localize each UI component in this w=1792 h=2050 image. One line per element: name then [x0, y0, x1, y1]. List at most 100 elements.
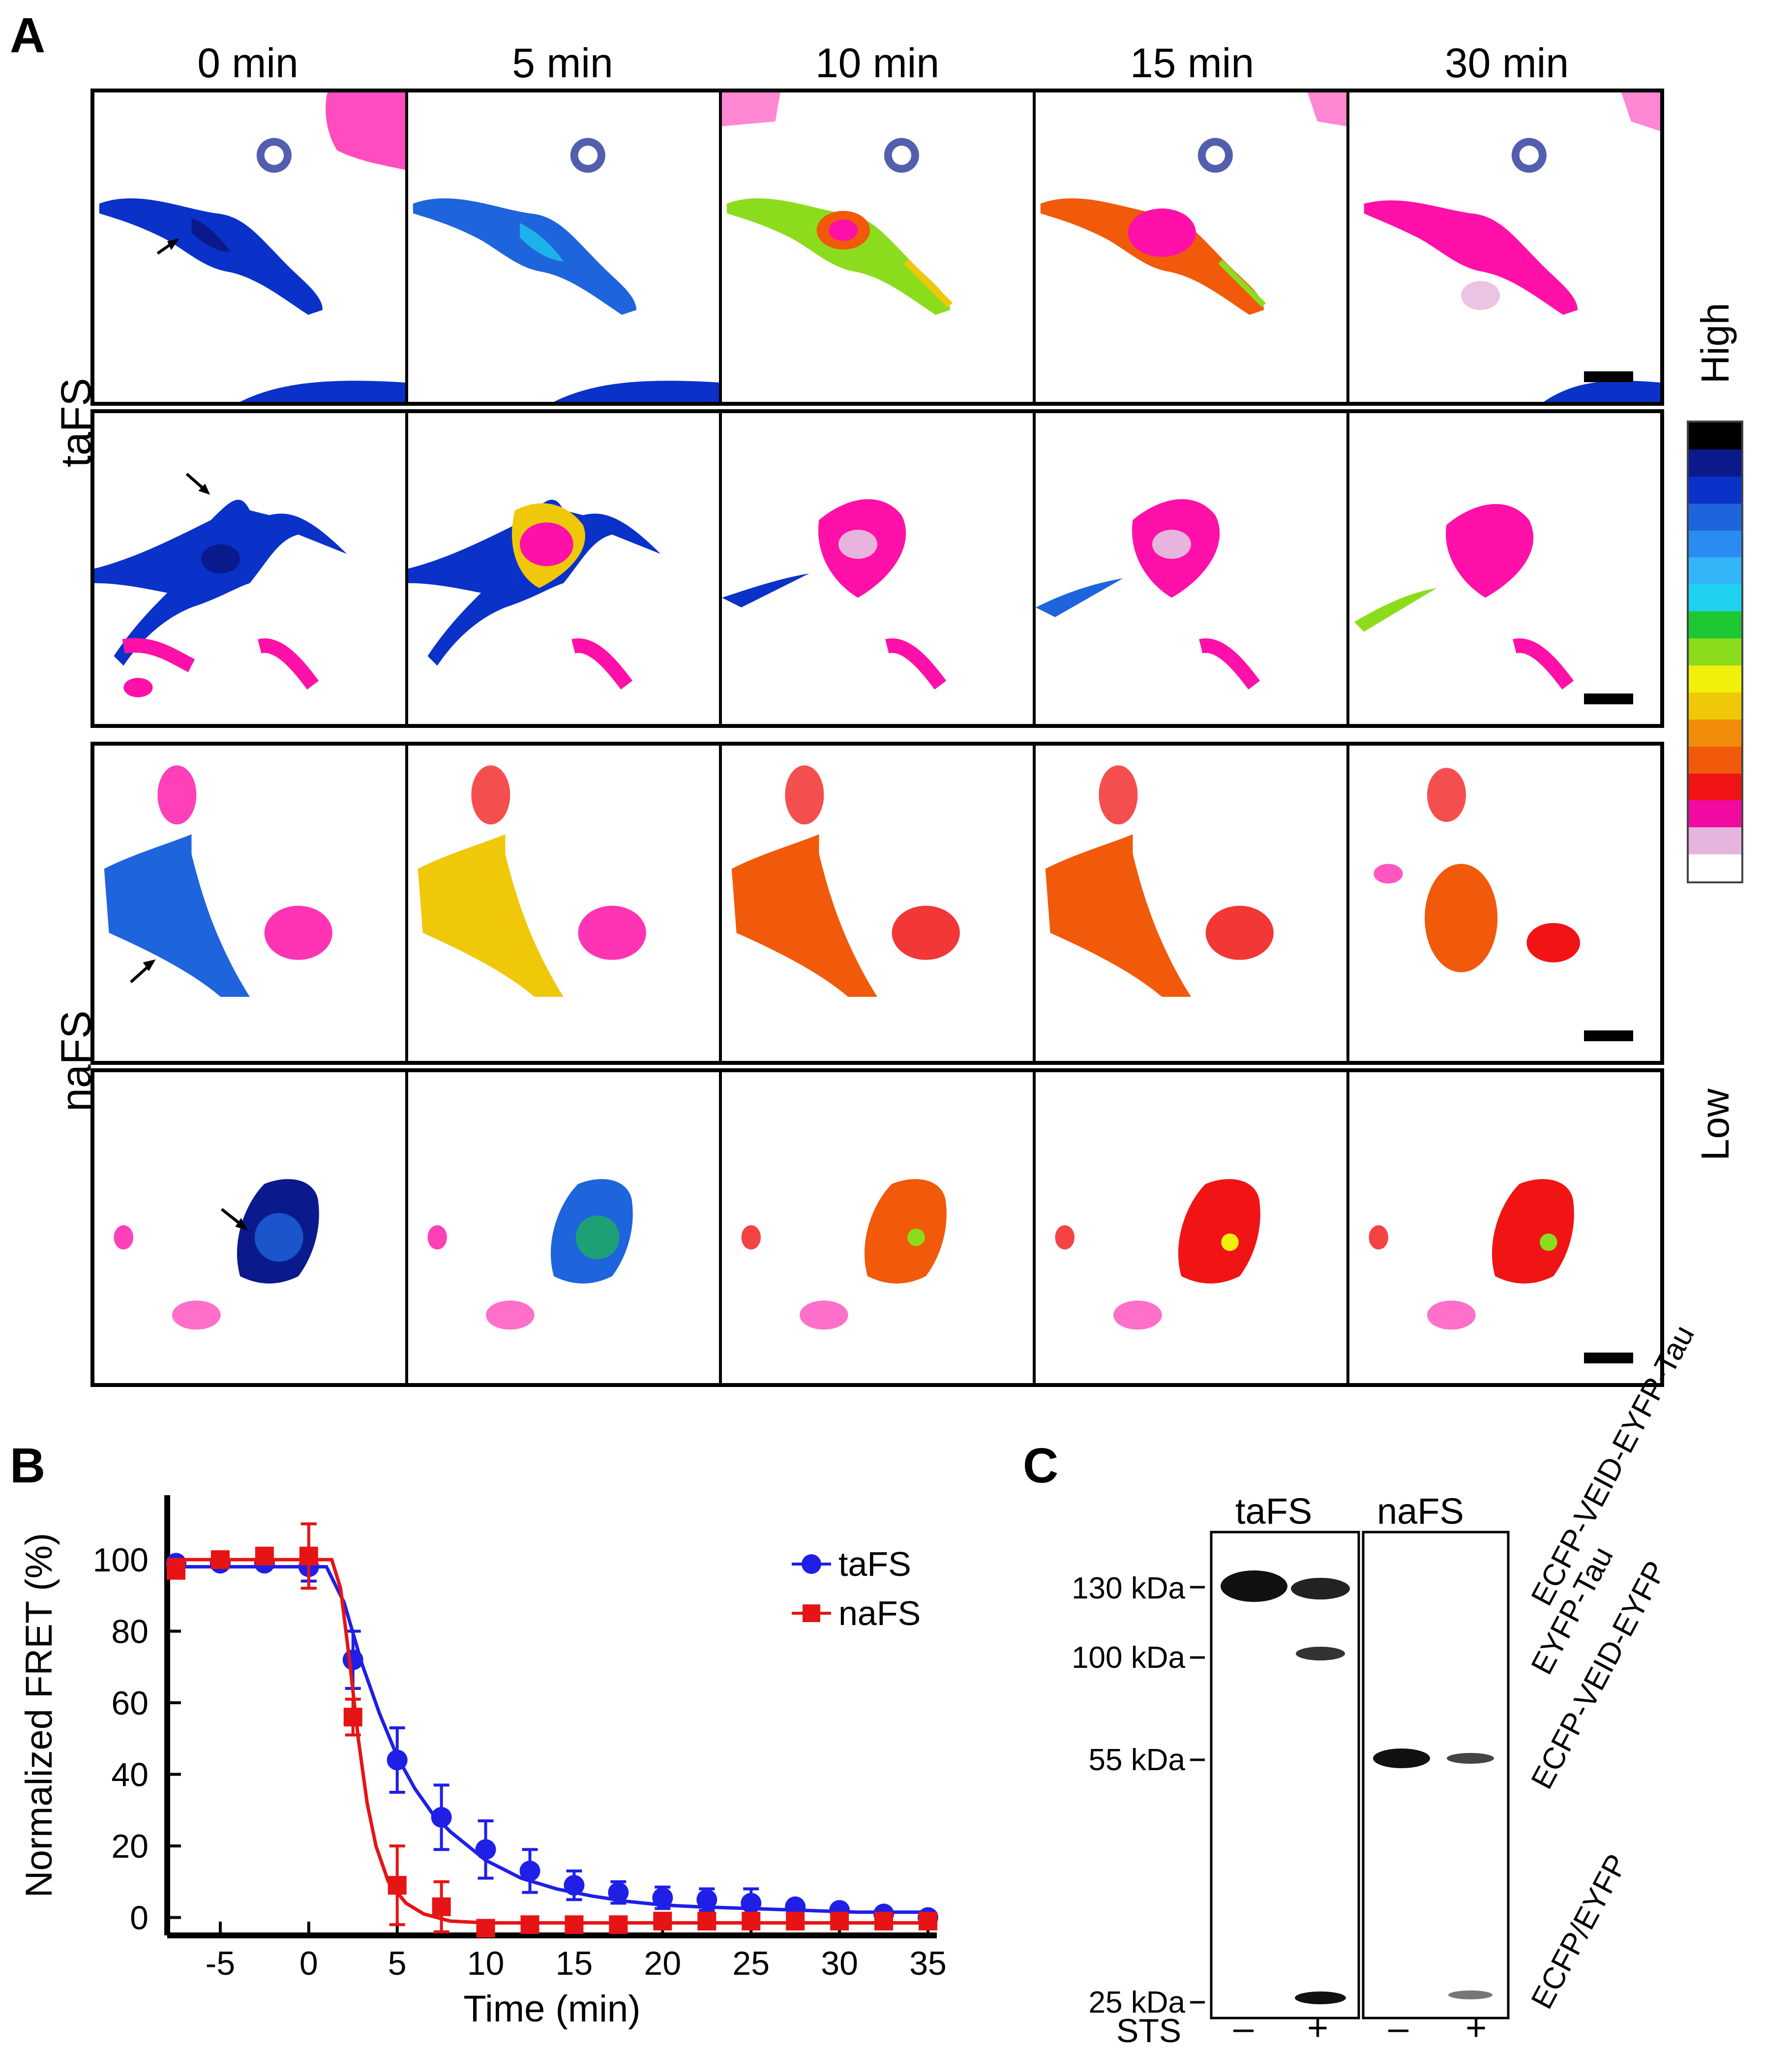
data-point-nafs [919, 1911, 938, 1930]
x-tick-label: 20 [644, 1945, 682, 1982]
image-row-nafs-1 [90, 742, 1664, 1065]
cell [94, 746, 408, 1061]
data-point-nafs [697, 1911, 717, 1930]
mw-marker-130: 130 kDa [1072, 1571, 1185, 1605]
data-point-nafs [520, 1915, 539, 1934]
data-point-tafs [608, 1882, 629, 1903]
y-tick-label: 80 [111, 1613, 149, 1651]
image-row-tafs-2 [90, 409, 1664, 728]
data-point-nafs [786, 1911, 805, 1930]
colorbar-swatch [1689, 773, 1741, 801]
legend-marker-nafs [803, 1604, 820, 1622]
mw-marker-55: 55 kDa [1088, 1743, 1185, 1777]
data-point-nafs [388, 1876, 407, 1895]
cell [722, 92, 1036, 402]
cell [1349, 92, 1660, 402]
cell [94, 1072, 408, 1383]
legend-label-tafs: taFS [838, 1545, 911, 1583]
cell [94, 92, 408, 402]
time-label-15: 15 min [1130, 40, 1254, 86]
lane-sign-3: – [1388, 2007, 1409, 2048]
panel-c-letter: C [1023, 1438, 1059, 1493]
cell [408, 1072, 722, 1383]
data-point-tafs [741, 1893, 762, 1914]
data-point-tafs [475, 1839, 496, 1860]
band [1291, 1578, 1350, 1599]
panel-b-letter: B [10, 1438, 46, 1493]
lane-sign-4: + [1465, 2007, 1487, 2048]
scale-bar [1584, 371, 1633, 382]
band [1448, 1990, 1493, 1999]
data-point-nafs [653, 1911, 672, 1930]
scale-bar [1584, 1353, 1633, 1363]
time-label-0: 0 min [197, 40, 299, 86]
data-point-tafs [519, 1861, 540, 1882]
time-label-10: 10 min [815, 40, 940, 86]
data-point-tafs [431, 1807, 452, 1828]
western-blot [1190, 1531, 1510, 2020]
colorbar-swatch [1689, 800, 1741, 828]
cell [722, 413, 1036, 724]
x-tick-label: 0 [299, 1945, 318, 1982]
cell [1349, 413, 1660, 724]
cell [1349, 1072, 1660, 1383]
colorbar-swatch [1689, 692, 1741, 720]
time-label-5: 5 min [512, 40, 613, 86]
colorbar-swatch [1689, 665, 1741, 693]
data-point-nafs [432, 1897, 451, 1916]
time-label-30: 30 min [1444, 40, 1569, 86]
mw-marker-100: 100 kDa [1072, 1641, 1185, 1675]
colorbar-swatch [1689, 827, 1741, 855]
cell [1036, 746, 1349, 1061]
colorbar [1687, 421, 1743, 884]
legend-label-nafs: naFS [838, 1594, 921, 1632]
data-point-nafs [830, 1911, 849, 1930]
data-point-nafs [210, 1550, 230, 1569]
image-row-tafs-1 [90, 89, 1664, 406]
data-point-tafs [696, 1889, 717, 1910]
cell [1036, 413, 1349, 724]
image-row-nafs-2 [90, 1068, 1664, 1387]
chart-legend: taFS naFS [792, 1545, 921, 1632]
band [1447, 1753, 1494, 1764]
data-point-nafs [742, 1911, 761, 1930]
lane-sign-2: + [1307, 2007, 1329, 2048]
colorbar-high-label: High [1693, 302, 1737, 384]
colorbar-swatch [1689, 746, 1741, 774]
band [1295, 1991, 1346, 2004]
blot-box-tafs [1210, 1531, 1360, 2020]
cell [94, 413, 408, 724]
data-point-nafs [255, 1546, 274, 1566]
x-tick-label: 15 [556, 1945, 593, 1982]
colorbar-swatch [1689, 638, 1741, 666]
x-tick-label: 30 [821, 1945, 858, 1982]
cell [408, 413, 722, 724]
colorbar-swatch [1689, 503, 1741, 531]
data-point-nafs [343, 1708, 362, 1727]
x-tick-label: -5 [206, 1945, 235, 1982]
data-point-tafs [387, 1749, 408, 1771]
data-point-tafs [342, 1649, 363, 1670]
cell [722, 746, 1036, 1061]
legend-marker-tafs [802, 1554, 821, 1574]
data-point-tafs [564, 1875, 585, 1896]
blot-group-tafs: taFS [1235, 1491, 1313, 1532]
band [1296, 1647, 1345, 1660]
y-tick-label: 0 [130, 1899, 149, 1937]
y-tick-label: 100 [93, 1541, 149, 1579]
colorbar-swatch [1689, 557, 1741, 585]
colorbar-swatch [1689, 854, 1741, 882]
data-point-tafs [652, 1887, 673, 1908]
colorbar-swatch [1689, 530, 1741, 558]
data-point-nafs [299, 1546, 318, 1566]
colorbar-swatch [1689, 584, 1741, 612]
cell [1349, 746, 1660, 1061]
cell [1036, 1072, 1349, 1383]
cell [408, 746, 722, 1061]
data-point-nafs [609, 1915, 628, 1934]
colorbar-swatch [1689, 449, 1741, 477]
cell [1036, 92, 1349, 402]
x-tick-label: 35 [909, 1945, 947, 1982]
data-point-nafs [874, 1911, 894, 1930]
